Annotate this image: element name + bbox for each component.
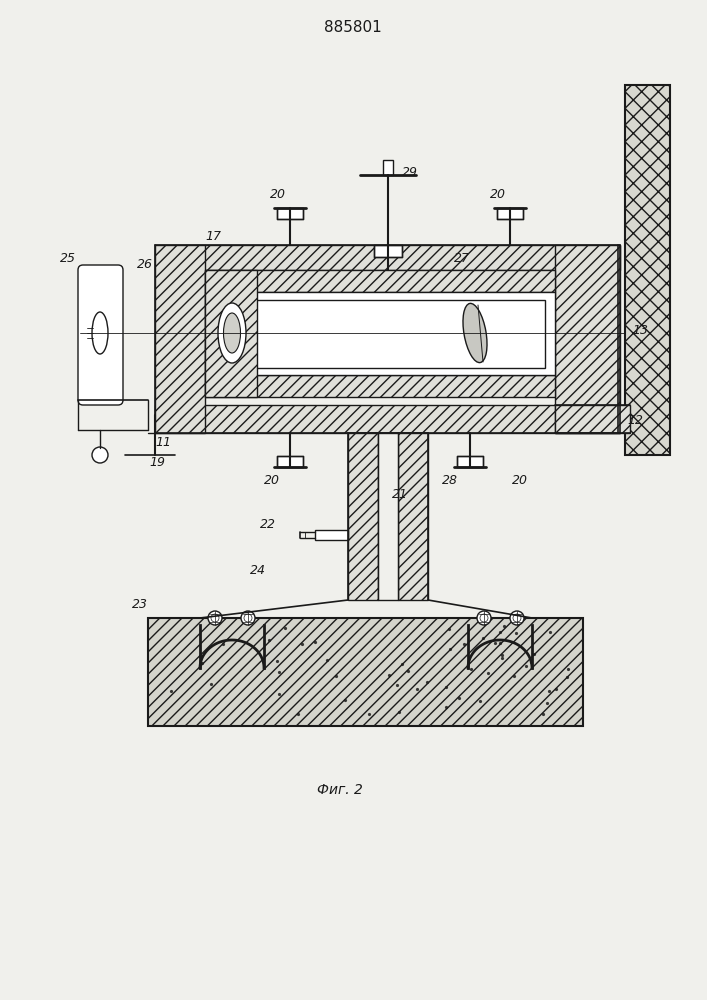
- Bar: [374, 245, 402, 257]
- Bar: [398, 433, 428, 600]
- Bar: [205, 270, 555, 292]
- Bar: [383, 160, 393, 175]
- Bar: [215, 300, 545, 368]
- Bar: [148, 618, 583, 726]
- Text: 23: 23: [132, 598, 148, 611]
- Bar: [205, 375, 555, 397]
- Text: 24: 24: [250, 564, 266, 576]
- Text: 13: 13: [632, 324, 648, 336]
- Circle shape: [244, 614, 252, 622]
- Circle shape: [241, 611, 255, 625]
- Bar: [315, 530, 348, 540]
- Bar: [277, 208, 303, 219]
- Text: 28: 28: [442, 474, 458, 487]
- Text: Фиг. 2: Фиг. 2: [317, 783, 363, 797]
- Text: 11: 11: [155, 436, 171, 450]
- Circle shape: [513, 614, 521, 622]
- Bar: [555, 245, 620, 433]
- Circle shape: [510, 611, 524, 625]
- Circle shape: [480, 614, 488, 622]
- Bar: [625, 85, 670, 455]
- Text: 20: 20: [490, 188, 506, 202]
- Bar: [457, 456, 483, 467]
- Bar: [348, 433, 378, 600]
- Text: 19: 19: [149, 456, 165, 468]
- Text: 20: 20: [270, 188, 286, 202]
- Ellipse shape: [218, 303, 246, 363]
- Circle shape: [208, 611, 222, 625]
- Bar: [155, 405, 620, 433]
- Circle shape: [477, 611, 491, 625]
- Bar: [155, 245, 620, 270]
- Text: 885801: 885801: [324, 20, 382, 35]
- Text: 22: 22: [260, 518, 276, 530]
- Text: 20: 20: [512, 474, 528, 487]
- Ellipse shape: [463, 303, 487, 363]
- Circle shape: [92, 447, 108, 463]
- Text: 25: 25: [60, 251, 76, 264]
- Ellipse shape: [92, 312, 108, 354]
- Text: 20: 20: [264, 474, 280, 487]
- Bar: [205, 270, 257, 397]
- Text: 12: 12: [627, 414, 643, 426]
- Bar: [277, 456, 303, 467]
- Text: 29: 29: [402, 165, 418, 178]
- Ellipse shape: [223, 313, 240, 353]
- Circle shape: [211, 614, 219, 622]
- Text: 21: 21: [392, 488, 408, 502]
- FancyBboxPatch shape: [78, 265, 123, 405]
- Bar: [497, 208, 523, 219]
- Bar: [205, 292, 555, 375]
- Text: 17: 17: [205, 231, 221, 243]
- Text: 26: 26: [137, 257, 153, 270]
- Bar: [555, 405, 630, 433]
- Bar: [378, 433, 398, 600]
- Text: 27: 27: [454, 251, 470, 264]
- Bar: [155, 245, 205, 433]
